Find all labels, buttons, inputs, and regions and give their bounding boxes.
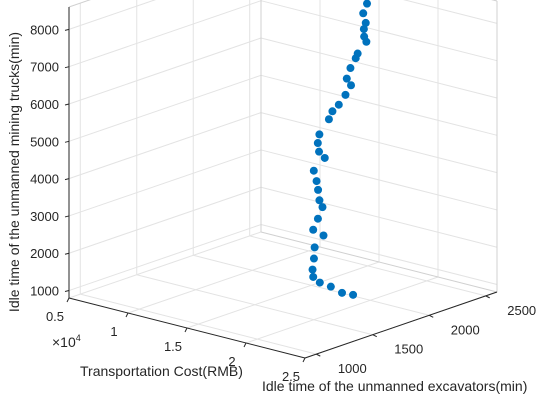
grid-line bbox=[68, 37, 262, 105]
grid-line bbox=[80, 293, 317, 355]
x-tick-label: 0.5 bbox=[46, 309, 64, 324]
scatter-point bbox=[334, 100, 343, 109]
grid-line bbox=[402, 0, 498, 24]
tick-labels: 0.5 1 1.5 2 2.5 1000 1500 2000 2500 1000 2000 3000 4… bbox=[30, 22, 536, 384]
z-tick-mark bbox=[64, 103, 70, 106]
z-tick-mark bbox=[64, 28, 70, 31]
z-tick-mark bbox=[64, 290, 70, 293]
grid-line bbox=[68, 0, 262, 68]
grid-line bbox=[68, 112, 262, 180]
x-tick-mark bbox=[302, 357, 306, 363]
z-axis-label: Idle time of the unmanned mining trucks(… bbox=[6, 32, 22, 312]
z-tick-label: 6000 bbox=[30, 97, 59, 112]
scatter-point bbox=[318, 203, 327, 212]
z-tick-label: 1000 bbox=[30, 284, 59, 299]
scatter-point bbox=[310, 243, 319, 252]
scatter-point bbox=[315, 196, 324, 205]
x-tick-mark bbox=[125, 312, 129, 318]
scatter-point bbox=[314, 185, 323, 194]
scatter-point bbox=[349, 290, 358, 299]
x-tick-mark bbox=[66, 297, 70, 303]
z-tick-label: 4000 bbox=[30, 172, 59, 187]
grid-line bbox=[68, 231, 262, 299]
scatter-point bbox=[313, 214, 322, 223]
grid-lines bbox=[68, 0, 498, 359]
grid-line bbox=[68, 186, 262, 254]
box-edge bbox=[260, 231, 498, 293]
z-tick-mark bbox=[64, 140, 70, 143]
scatter-point bbox=[328, 107, 337, 116]
grid-line bbox=[68, 0, 157, 30]
x-tick-label: 1 bbox=[110, 324, 117, 339]
scatter-point bbox=[363, 0, 372, 8]
y-tick-mark bbox=[429, 314, 434, 318]
grid-line bbox=[193, 254, 430, 316]
z-tick-label: 7000 bbox=[30, 60, 59, 75]
scatter-point bbox=[313, 139, 322, 148]
grid-line bbox=[68, 224, 262, 292]
z-tick-mark bbox=[64, 252, 70, 255]
z-tick-mark bbox=[64, 215, 70, 218]
x-tick-label: 2.5 bbox=[282, 369, 300, 384]
grid-line bbox=[245, 276, 439, 344]
scatter-point bbox=[319, 231, 328, 240]
grid-line bbox=[68, 74, 262, 142]
scatter-point bbox=[315, 147, 324, 156]
scatter-point bbox=[309, 272, 318, 281]
grid-line bbox=[68, 149, 262, 217]
scatter-point bbox=[362, 37, 371, 46]
grid-line bbox=[249, 235, 486, 297]
scatter-point bbox=[338, 288, 347, 297]
data-points bbox=[308, 0, 372, 299]
x-tick-label: 2 bbox=[228, 354, 235, 369]
scatter-point bbox=[315, 130, 324, 139]
y-tick-label: 1000 bbox=[338, 361, 367, 376]
scatter-point bbox=[361, 18, 370, 27]
scatter-point bbox=[324, 115, 333, 124]
x-tick-mark bbox=[184, 327, 188, 333]
y-axis-label: Idle time of the unmanned excavators(min… bbox=[262, 378, 527, 394]
box-edge bbox=[68, 0, 91, 8]
scatter-point bbox=[312, 177, 321, 186]
scatter-point bbox=[341, 90, 350, 99]
y-tick-label: 2000 bbox=[451, 322, 480, 337]
z-tick-mark bbox=[64, 178, 70, 181]
x-tick-label: 1.5 bbox=[164, 339, 182, 354]
scatter-point bbox=[309, 166, 318, 175]
grid-line bbox=[136, 274, 373, 336]
x-tick-mark bbox=[243, 342, 247, 348]
scatter-point bbox=[359, 9, 368, 18]
scatter-point bbox=[308, 265, 317, 274]
grid-line bbox=[186, 261, 380, 329]
z-tick-mark bbox=[64, 66, 70, 69]
scatter-point bbox=[342, 74, 351, 83]
scatter-point bbox=[346, 64, 355, 73]
scatter-point bbox=[320, 153, 329, 162]
z-tick-label: 8000 bbox=[30, 22, 59, 37]
scatter-point bbox=[351, 54, 360, 63]
y-tick-mark bbox=[316, 353, 321, 357]
z-tick-label: 2000 bbox=[30, 246, 59, 261]
scatter-point bbox=[309, 254, 318, 263]
y-tick-label: 1500 bbox=[394, 342, 423, 357]
y-tick-mark bbox=[485, 295, 490, 299]
scatter-point bbox=[347, 81, 356, 90]
grid-line bbox=[127, 246, 321, 314]
x-axis-label: Transportation Cost(RMB) bbox=[80, 363, 243, 379]
scatter-point bbox=[309, 225, 318, 234]
y-tick-mark bbox=[372, 334, 377, 338]
scatter-point bbox=[359, 25, 368, 34]
x-axis-exponent: ×104 bbox=[52, 333, 81, 350]
z-tick-label: 3000 bbox=[30, 209, 59, 224]
y-axis-line bbox=[304, 291, 498, 359]
z-tick-label: 5000 bbox=[30, 134, 59, 149]
scatter-point bbox=[326, 282, 335, 291]
scatter-point bbox=[315, 278, 324, 287]
y-tick-label: 2500 bbox=[507, 303, 536, 318]
